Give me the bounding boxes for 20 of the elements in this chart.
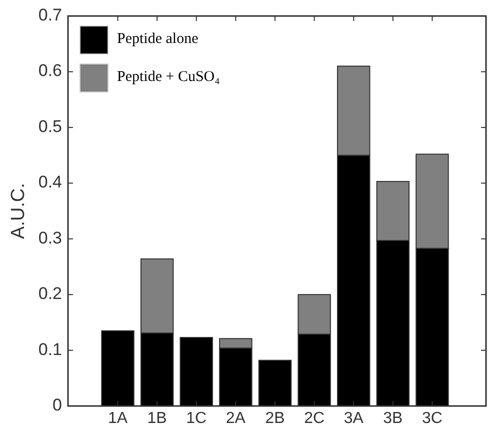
x-tick-label: 1C <box>186 410 207 427</box>
x-tick-label: 3A <box>344 410 364 427</box>
x-tick-label: 3C <box>422 410 442 427</box>
x-tick-label: 1B <box>147 410 167 427</box>
y-tick-label: 0 <box>52 395 62 414</box>
legend-label: Peptide alone <box>117 31 199 48</box>
y-tick-label: 0.1 <box>38 340 62 359</box>
y-tick-label: 0.7 <box>38 5 62 24</box>
y-tick-label: 0.4 <box>38 172 62 192</box>
y-tick-label: 0.3 <box>38 228 62 248</box>
legend-label: Peptide + CuSO₄ <box>117 69 220 86</box>
y-tick-label: 0.2 <box>38 284 62 304</box>
x-tick-label: 3B <box>383 410 403 427</box>
y-tick-label: 0.6 <box>38 61 62 80</box>
x-tick-label: 2A <box>226 410 246 427</box>
y-axis-title: A.U.C. <box>8 183 29 239</box>
y-tick-label: 0.5 <box>38 116 62 136</box>
x-tick-label: 1A <box>108 410 128 427</box>
x-tick-label: 2C <box>304 410 325 427</box>
x-tick-label: 2B <box>265 410 285 427</box>
